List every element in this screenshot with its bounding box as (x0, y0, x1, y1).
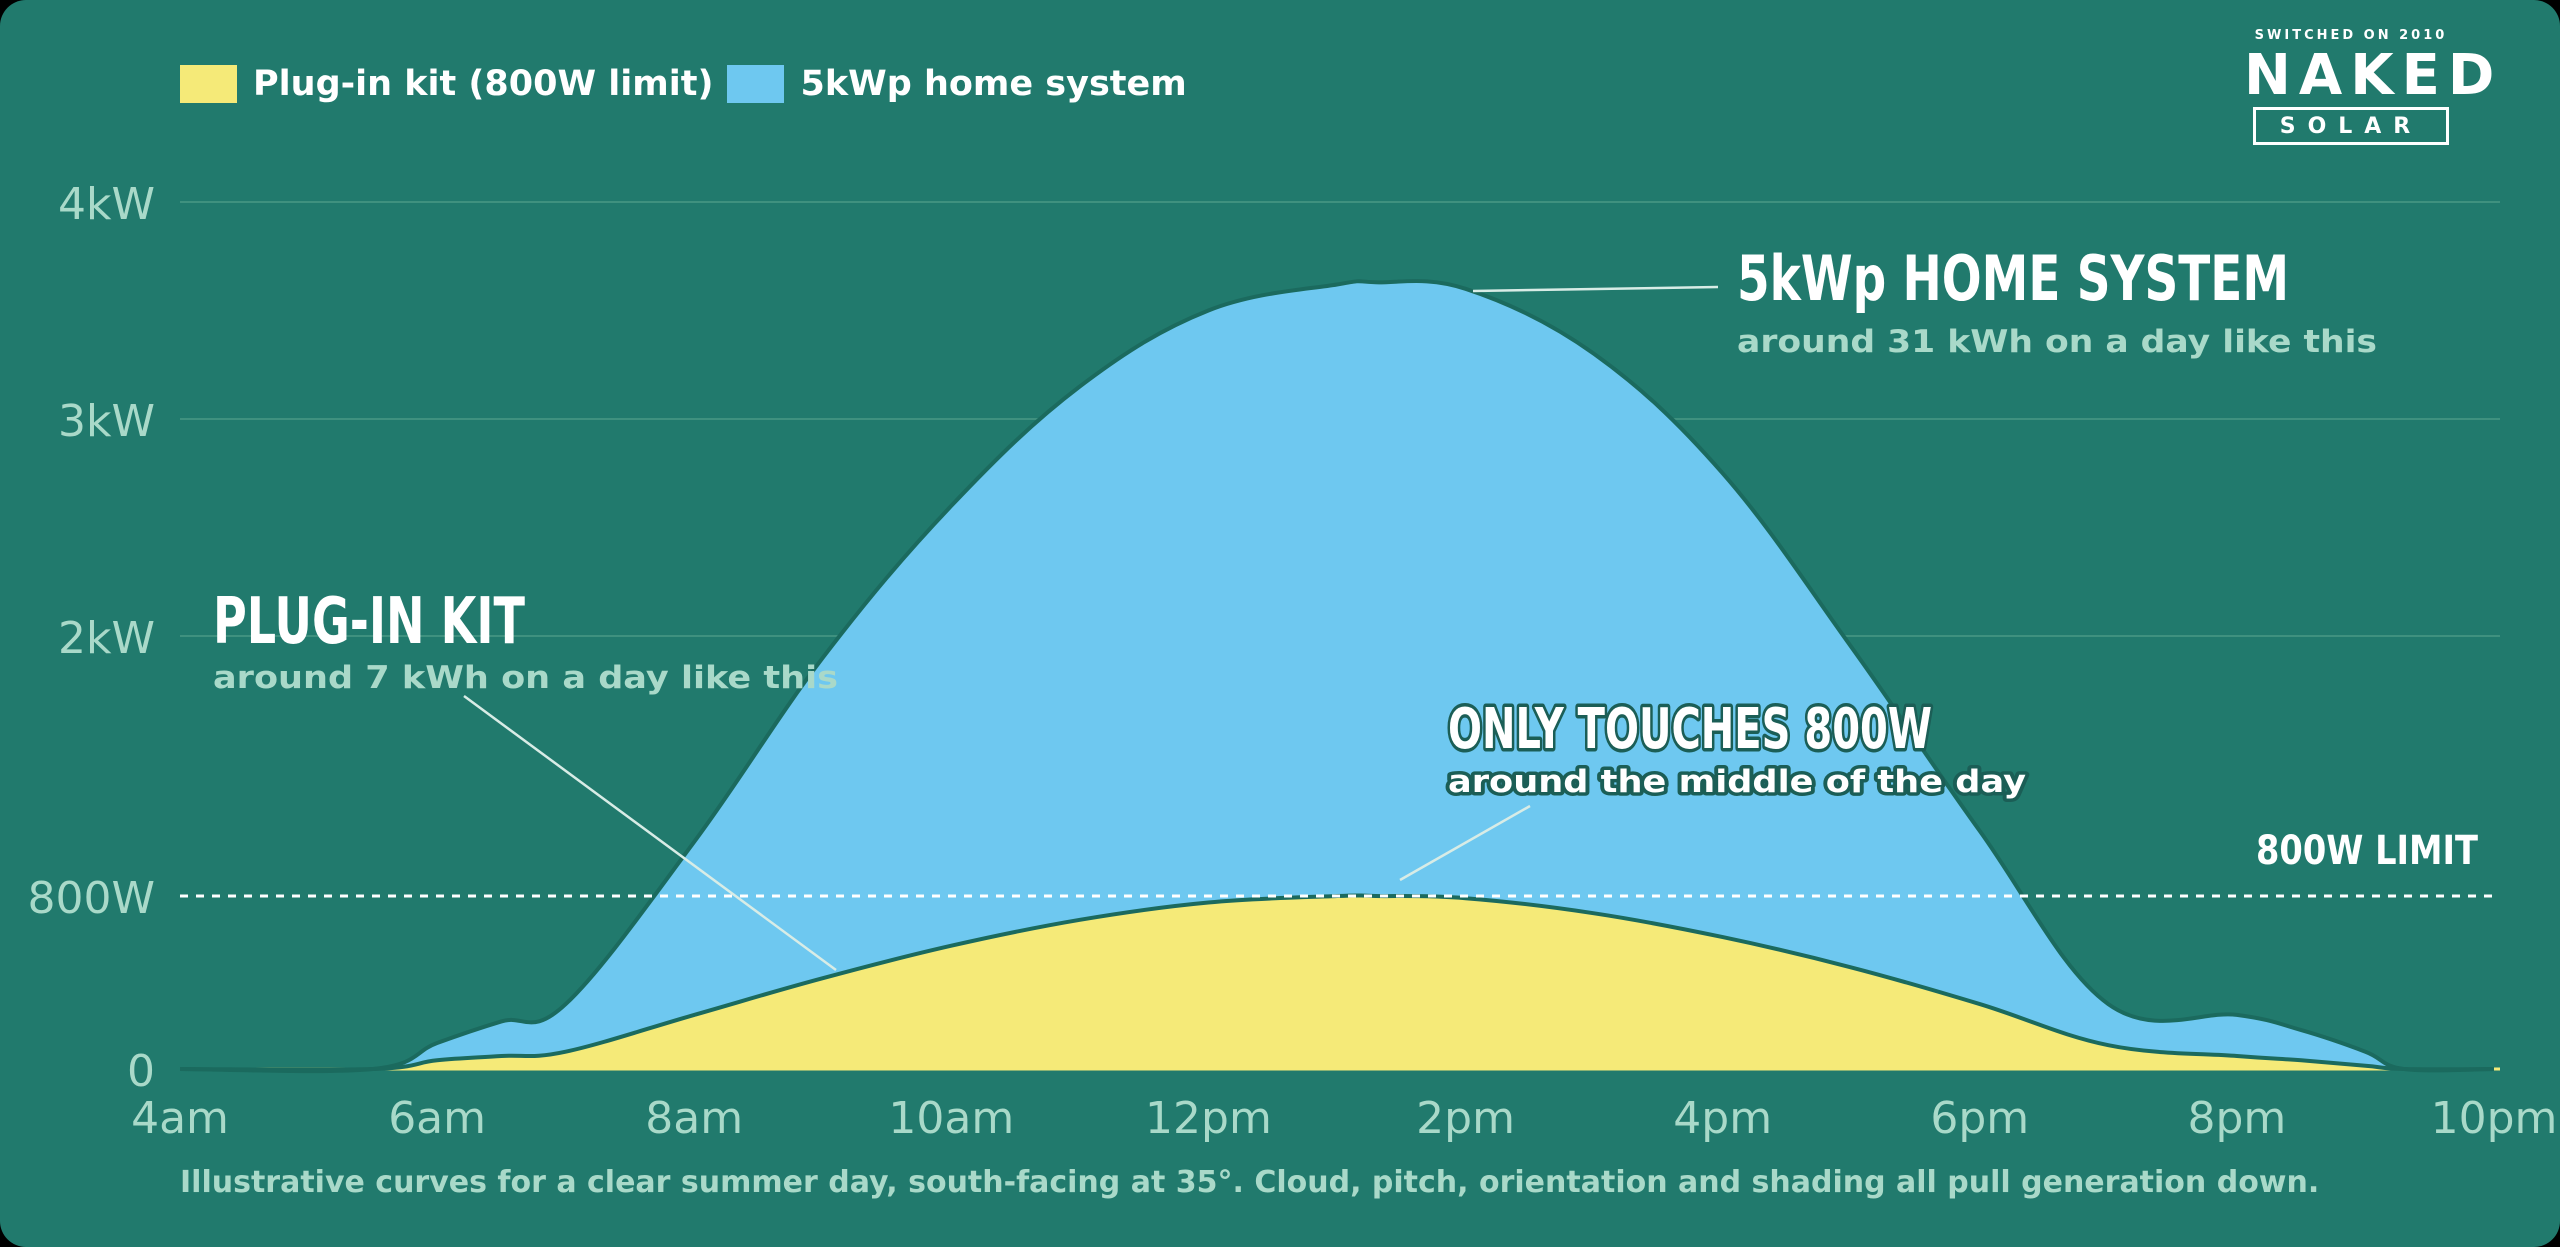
logo-sub: SOLAR (2253, 107, 2449, 145)
series-areas (179, 279, 2495, 1074)
legend-item-home-system: 5kWp home system (727, 64, 1187, 104)
x-tick-label: 6pm (1930, 1093, 2029, 1144)
axis-ticks: 0 800W 2kW 3kW 4kW 4am 6am 8am 10am 12pm 2pm 4pm 6pm… (28, 179, 2558, 1144)
logo-name: NAKED (2244, 43, 2503, 108)
x-tick-label: 8am (645, 1093, 743, 1144)
y-tick-label: 2kW (58, 613, 155, 664)
legend-swatch-home-system (727, 65, 785, 103)
naked-solar-logo: SWITCHED ON 2010 NAKED SOLAR (2244, 28, 2503, 163)
x-tick-label: 6am (388, 1093, 486, 1144)
leader-line-home (1472, 285, 1719, 293)
x-tick-label: 4am (131, 1093, 229, 1144)
annotation-peak: ONLY TOUCHES 800W around the middle of t… (1445, 694, 2030, 804)
y-tick-label: 800W (28, 873, 156, 924)
logo-tagline: SWITCHED ON 2010 (2254, 28, 2448, 43)
x-tick-label: 4pm (1673, 1093, 1772, 1144)
y-tick-label: 0 (127, 1046, 155, 1097)
annotation-kit-title: PLUG-IN KIT (213, 585, 525, 659)
y-tick-label: 4kW (58, 179, 155, 230)
area-home-system (180, 281, 2494, 1072)
x-tick-label: 10am (888, 1093, 1014, 1144)
y-tick-label: 3kW (58, 396, 155, 447)
leader-line-kit (463, 694, 837, 972)
legend-item-plugin-kit: Plug-in kit (800W limit) (180, 64, 713, 104)
area-plugin-kit (180, 895, 2494, 1070)
legend-swatch-plugin-kit (180, 65, 237, 103)
x-tick-label: 2pm (1416, 1093, 1515, 1144)
legend-label-plugin-kit: Plug-in kit (800W limit) (253, 64, 714, 104)
annotation-peak-subtitle: around the middle of the day (1448, 764, 2026, 800)
chart-legend: Plug-in kit (800W limit) 5kWp home syste… (180, 63, 1187, 105)
footnote: Illustrative curves for a clear summer d… (180, 1165, 2320, 1200)
limit-label: 800W LIMIT (2256, 828, 2479, 874)
legend-label-home-system: 5kWp home system (800, 64, 1187, 104)
annotation-kit-subtitle: around 7 kWh on a day like this (213, 660, 838, 696)
leader-line-peak (1399, 804, 1531, 882)
annotation-home-subtitle: around 31 kWh on a day like this (1737, 324, 2377, 360)
annotation-home: 5kWp HOME SYSTEM around 31 kWh on a day … (1737, 242, 2377, 360)
x-tick-label: 10pm (2431, 1093, 2558, 1144)
annotation-kit: PLUG-IN KIT around 7 kWh on a day like t… (213, 585, 838, 696)
line-home-system (179, 279, 2495, 1074)
leader-lines (463, 285, 1719, 972)
annotation-peak-title: ONLY TOUCHES 800W (1448, 697, 1932, 762)
x-tick-label: 8pm (2187, 1093, 2286, 1144)
annotation-home-title: 5kWp HOME SYSTEM (1737, 242, 2289, 315)
x-tick-label: 12pm (1145, 1093, 1272, 1144)
